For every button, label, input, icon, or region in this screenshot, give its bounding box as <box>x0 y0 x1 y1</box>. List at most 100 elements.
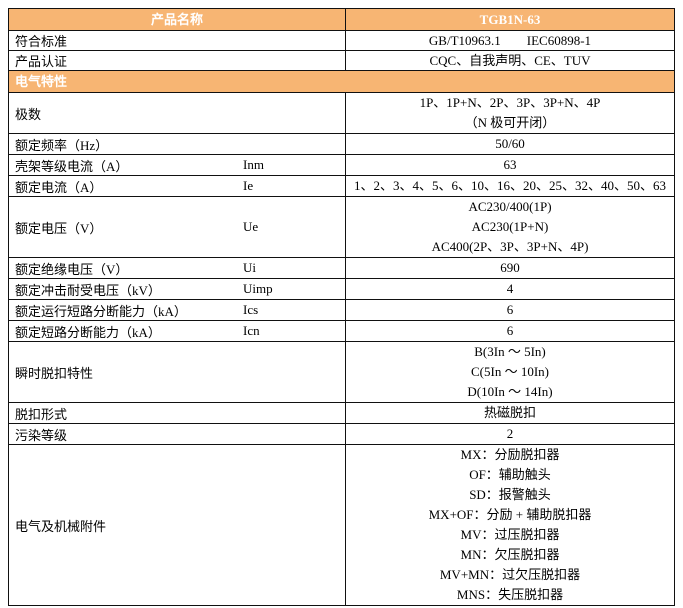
spec-row: 污染等级 2 <box>9 423 674 444</box>
table-header-row: 产品名称 TGB1N-63 <box>9 9 674 30</box>
spec-value-cell: 4 <box>346 279 674 299</box>
spec-value-line: MX+OF：分励 + 辅助脱扣器 <box>428 507 592 522</box>
spec-row: 额定冲击耐受电压（kV） Uimp 4 <box>9 278 674 299</box>
spec-symbol: Ui <box>243 260 256 275</box>
spec-value-line: 1P、1P+N、2P、3P、3P+N、4P <box>419 95 601 110</box>
spec-value-line: AC230/400(1P) <box>468 199 552 214</box>
table-body: 符合标准 GB/T10963.1 IEC60898-1 产品认证 CQC、自我声明、C… <box>9 30 674 605</box>
spec-row: 额定频率（Hz） 50/60 <box>9 133 674 154</box>
spec-label: 额定频率（Hz） <box>15 137 109 153</box>
spec-label-cell: 电气及机械附件 <box>9 445 346 605</box>
spec-symbol: Icn <box>243 323 260 338</box>
spec-value-cell: 2 <box>346 424 674 444</box>
spec-label: 极数 <box>15 106 42 122</box>
spec-value-cell: CQC、自我声明、CE、TUV <box>346 51 674 70</box>
section-title: 电气特性 <box>15 74 68 89</box>
spec-label-cell: 符合标准 <box>9 31 346 50</box>
spec-value-line: MV+MN：过欠压脱扣器 <box>439 567 581 582</box>
spec-value-line: 50/60 <box>495 136 525 151</box>
spec-value-cell: 1、2、3、4、5、6、10、16、20、25、32、40、50、63 <box>346 176 674 196</box>
spec-label-cell: 额定运行短路分断能力（kA） Ics <box>9 300 346 320</box>
spec-label: 电气及机械附件 <box>15 518 107 534</box>
spec-label: 额定运行短路分断能力（kA） <box>15 303 187 319</box>
spec-value-line: GB/T10963.1 IEC60898-1 <box>428 33 592 48</box>
spec-value-cell: 63 <box>346 155 674 175</box>
spec-label-cell: 产品认证 <box>9 51 346 70</box>
spec-label: 额定冲击耐受电压（kV） <box>15 282 161 298</box>
spec-value-line: 690 <box>500 260 520 275</box>
spec-label-cell: 额定电流（A） Ie <box>9 176 346 196</box>
product-model-header-cell: TGB1N-63 <box>346 9 674 30</box>
spec-label-cell: 污染等级 <box>9 424 346 444</box>
spec-value-line: CQC、自我声明、CE、TUV <box>429 53 591 68</box>
spec-value-line: MX：分励脱扣器 <box>460 447 560 462</box>
spec-label-cell: 额定频率（Hz） <box>9 134 346 154</box>
spec-label: 额定绝缘电压（V） <box>15 261 129 277</box>
spec-row: 瞬时脱扣特性 B(3In ～ 5In) C(5In ～ 10In) D(10In ～ … <box>9 341 674 402</box>
spec-value-line: C(5In ～ 10In) <box>471 364 549 379</box>
spec-value-line: D(10In ～ 14In) <box>467 384 553 399</box>
spec-label-cell: 额定冲击耐受电压（kV） Uimp <box>9 279 346 299</box>
spec-label-cell: 额定电压（V） Ue <box>9 197 346 257</box>
spec-value-cell: AC230/400(1P) AC230(1P+N) AC400(2P、3P、3P+N… <box>346 197 674 257</box>
spec-row: 脱扣形式 热磁脱扣 <box>9 402 674 423</box>
spec-value-cell: MX：分励脱扣器 OF：辅助触头 SD：报警触头 MX+OF：分励 + 辅助脱扣器 MV… <box>346 445 674 605</box>
spec-value-line: AC400(2P、3P、3P+N、4P) <box>431 239 589 254</box>
spec-label-cell: 瞬时脱扣特性 <box>9 342 346 402</box>
spec-label: 污染等级 <box>15 427 68 443</box>
spec-value-line: 2 <box>506 426 514 441</box>
spec-row: 符合标准 GB/T10963.1 IEC60898-1 <box>9 30 674 50</box>
spec-value-cell: GB/T10963.1 IEC60898-1 <box>346 31 674 50</box>
spec-value-line: OF：辅助触头 <box>469 467 551 482</box>
spec-symbol: Ue <box>243 219 259 234</box>
spec-label-cell: 极数 <box>9 93 346 133</box>
spec-symbol: Ie <box>243 178 254 193</box>
spec-value-cell: 6 <box>346 321 674 341</box>
product-spec-table: 产品名称 TGB1N-63 符合标准 GB/T10963.1 IEC60898-1… <box>8 8 675 606</box>
spec-value-line: SD：报警触头 <box>469 487 551 502</box>
spec-value-line: 1、2、3、4、5、6、10、16、20、25、32、40、50、63 <box>353 178 666 193</box>
section-header-row: 电气特性 <box>9 70 674 92</box>
spec-row: 额定绝缘电压（V） Ui 690 <box>9 257 674 278</box>
spec-row: 额定短路分断能力（kA） Icn 6 <box>9 320 674 341</box>
spec-row: 额定运行短路分断能力（kA） Ics 6 <box>9 299 674 320</box>
spec-value-cell: 6 <box>346 300 674 320</box>
spec-value-line: （N 极可开闭） <box>464 115 556 130</box>
spec-symbol: Inm <box>243 157 264 172</box>
spec-value-line: MN：欠压脱扣器 <box>460 547 560 562</box>
spec-label: 瞬时脱扣特性 <box>15 365 94 381</box>
spec-value-line: 63 <box>503 157 517 172</box>
spec-value-cell: 热磁脱扣 <box>346 403 674 423</box>
spec-value-cell: 690 <box>346 258 674 278</box>
spec-value-line: B(3In ～ 5In) <box>474 344 546 359</box>
spec-label-cell: 脱扣形式 <box>9 403 346 423</box>
spec-label-cell: 额定短路分断能力（kA） Icn <box>9 321 346 341</box>
spec-row: 极数 1P、1P+N、2P、3P、3P+N、4P （N 极可开闭） <box>9 92 674 133</box>
spec-label: 壳架等级电流（A） <box>15 158 129 174</box>
spec-row: 产品认证 CQC、自我声明、CE、TUV <box>9 50 674 70</box>
spec-value-line: AC230(1P+N) <box>471 219 549 234</box>
spec-value-cell: B(3In ～ 5In) C(5In ～ 10In) D(10In ～ 14In) <box>346 342 674 402</box>
spec-symbol: Uimp <box>243 281 273 296</box>
spec-row: 电气及机械附件 MX：分励脱扣器 OF：辅助触头 SD：报警触头 MX+OF：分励 + … <box>9 444 674 605</box>
spec-label: 符合标准 <box>15 34 68 49</box>
spec-value-line: MNS：失压脱扣器 <box>456 587 564 602</box>
spec-value-line: 4 <box>506 281 514 296</box>
spec-value-cell: 50/60 <box>346 134 674 154</box>
spec-label: 额定电压（V） <box>15 220 103 236</box>
spec-label: 额定电流（A） <box>15 179 103 195</box>
spec-label-cell: 额定绝缘电压（V） Ui <box>9 258 346 278</box>
spec-symbol: Ics <box>243 302 259 317</box>
spec-value-line: 热磁脱扣 <box>483 405 536 420</box>
product-name-header-label: 产品名称 <box>150 12 203 27</box>
product-name-header-cell: 产品名称 <box>9 9 346 30</box>
spec-label: 额定短路分断能力（kA） <box>15 324 161 340</box>
spec-row: 额定电流（A） Ie 1、2、3、4、5、6、10、16、20、25、32、40、5… <box>9 175 674 196</box>
spec-value-cell: 1P、1P+N、2P、3P、3P+N、4P （N 极可开闭） <box>346 93 674 133</box>
spec-value-line: MV：过压脱扣器 <box>460 527 560 542</box>
spec-row: 壳架等级电流（A） Inm 63 <box>9 154 674 175</box>
spec-label: 产品认证 <box>15 54 68 69</box>
spec-row: 额定电压（V） Ue AC230/400(1P) AC230(1P+N) AC400(2… <box>9 196 674 257</box>
spec-value-line: 6 <box>506 323 514 338</box>
product-model-value: TGB1N-63 <box>479 12 541 27</box>
